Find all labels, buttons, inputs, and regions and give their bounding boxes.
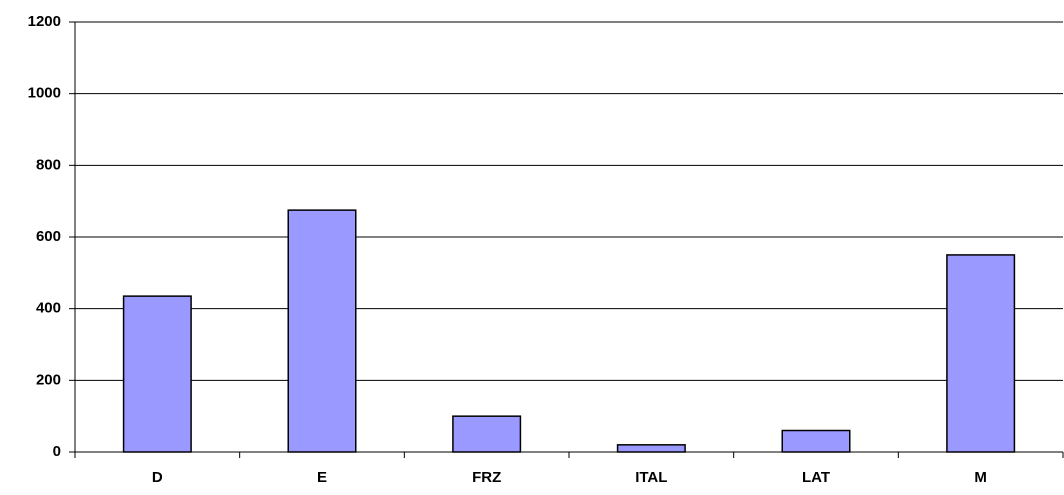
x-tick-label: FRZ [472,469,501,486]
y-tick-label: 200 [36,371,61,388]
y-tick-label: 1200 [28,13,61,30]
bar [122,295,192,453]
y-tick-label: 400 [36,300,61,317]
x-tick-label: ITAL [635,469,667,486]
bar [616,444,686,453]
x-tick-label: D [152,469,163,486]
bar [452,415,522,453]
bar [287,209,357,453]
y-tick-label: 600 [36,228,61,245]
x-tick-label: LAT [802,469,830,486]
y-tick-label: 0 [53,443,61,460]
bar [946,254,1016,453]
y-tick-label: 800 [36,156,61,173]
y-tick-label: 1000 [28,85,61,102]
x-tick-label: M [974,469,987,486]
bar [781,429,851,453]
x-tick-label: E [317,469,327,486]
